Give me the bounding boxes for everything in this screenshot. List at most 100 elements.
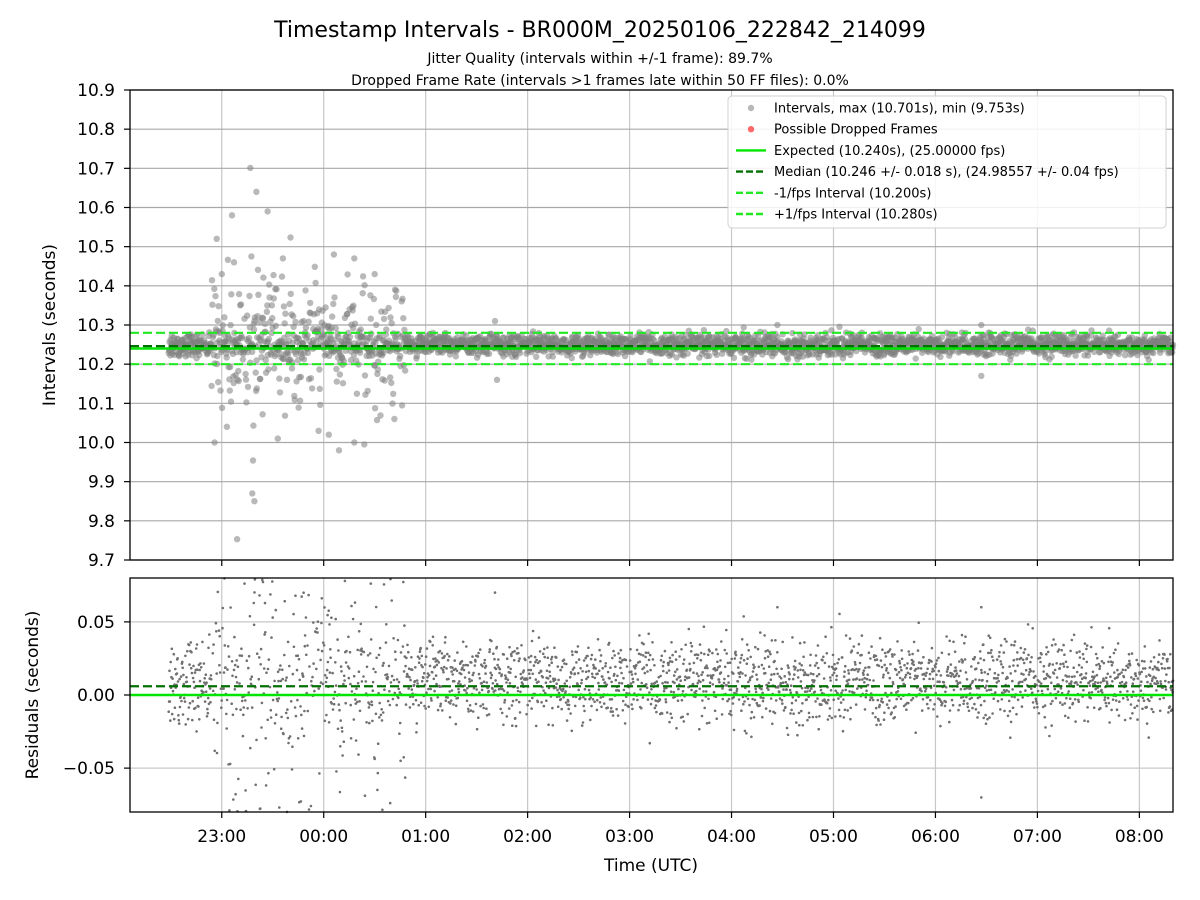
residual-point [789,684,793,687]
legend-label: +1/fps Interval (10.280s) [774,208,938,223]
residual-point [796,733,799,737]
residual-point [225,698,229,702]
residual-point [514,724,518,728]
residual-point [1015,712,1018,716]
interval-point [311,263,318,270]
residual-point [494,679,497,682]
residual-point [259,807,262,810]
interval-point [268,302,276,309]
interval-outlier-point [279,255,287,262]
interval-point [452,353,459,360]
residual-point [681,689,685,693]
residual-point [908,653,911,656]
residual-point [462,668,466,672]
residual-point [958,660,961,663]
residual-point [609,666,612,669]
residual-point [366,654,370,657]
residual-point [725,684,729,687]
residual-point [832,671,836,675]
residual-point [1009,736,1012,739]
residual-point [971,706,974,710]
residual-point [999,660,1002,663]
intervals-plot-frame [129,89,1174,561]
residual-point [1018,680,1022,684]
residual-point [645,686,649,689]
residual-point [404,703,408,706]
residual-point [259,647,263,651]
residual-point [1051,663,1055,666]
residual-point [602,678,605,681]
interval-point [356,349,364,356]
residual-point [347,635,350,639]
residual-point [919,687,922,690]
residual-point [674,670,677,674]
residual-point [410,688,414,691]
residual-point [831,653,835,657]
residual-point [828,714,831,718]
residual-point [221,606,225,610]
residual-point [204,673,208,676]
residual-point [322,641,325,644]
residual-point [1021,696,1024,699]
intervals-y-tick-label: 10.5 [77,238,115,258]
residual-point [952,688,956,692]
residual-point [1084,676,1087,680]
residual-point [528,676,532,680]
residual-point [711,673,715,677]
interval-point [392,293,400,301]
residual-point [1038,656,1042,660]
residual-point [388,801,392,805]
residual-point [443,654,446,658]
interval-point [390,390,397,398]
residual-point [708,649,711,653]
interval-point [214,352,221,360]
residual-point [894,668,898,672]
residual-point [630,670,633,673]
residual-point [378,701,382,705]
residual-point [778,690,781,694]
residual-point [815,715,818,719]
residual-point [292,645,296,649]
residual-point [672,674,676,677]
residual-point [642,666,646,669]
residual-point [977,661,980,665]
residual-point [787,666,790,670]
residual-point [675,668,679,671]
residual-point [559,697,563,701]
residual-point [711,651,714,655]
residual-point [548,663,551,667]
residual-point [837,697,840,700]
residual-point [935,659,939,662]
residual-point [997,673,1000,677]
residual-point [382,661,385,665]
residual-point [917,666,920,670]
residual-point [948,639,951,643]
residual-point [963,658,967,661]
residual-point [599,659,602,663]
residual-point [255,652,259,655]
residual-point [446,658,450,662]
residual-point [535,658,538,662]
residual-point [467,671,471,674]
residual-point [284,711,288,715]
residual-point [847,678,851,682]
residual-point [965,687,968,690]
residual-point [214,621,218,625]
residual-point [524,658,527,662]
residual-point [893,653,896,656]
residual-point [475,688,479,691]
residual-point [1013,640,1017,643]
residual-point [436,659,439,662]
residual-point [257,677,261,681]
residual-point [745,732,748,735]
residual-point [934,691,937,695]
residual-point [754,690,758,694]
residual-point [187,643,191,647]
residual-point [506,691,509,694]
residual-point [274,608,278,612]
residual-point [433,665,437,668]
intervals-y-tick-label: 9.9 [88,473,115,493]
residual-point [1024,677,1028,681]
residual-point [250,706,254,709]
residual-point [760,663,764,667]
